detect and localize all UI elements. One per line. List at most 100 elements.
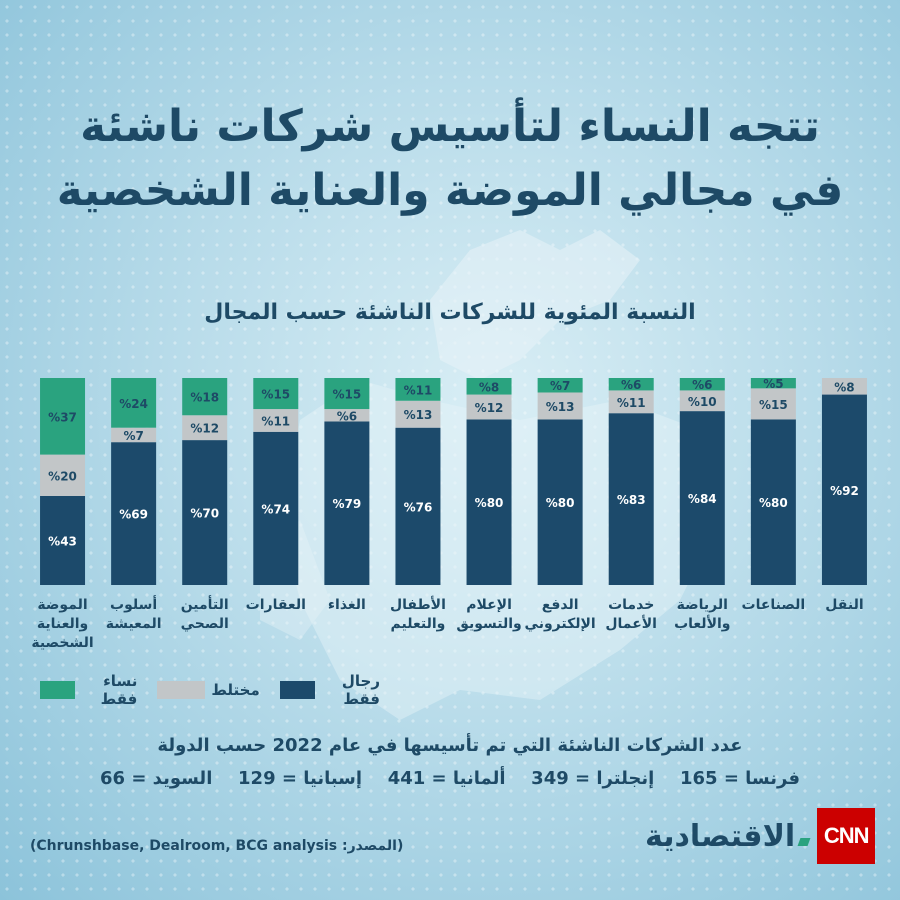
source-note: (المصدر: Chrunshbase, Dealroom, BCG anal…	[30, 838, 404, 854]
bar-value-label: %11	[404, 383, 433, 397]
bar-value-label: %20	[48, 469, 77, 483]
category-label: الدفع	[542, 597, 579, 613]
bar-value-label: %37	[48, 410, 77, 424]
category-label: التأمين	[181, 595, 229, 613]
legend-label-men: رجال فقط	[341, 672, 380, 708]
legend-swatch-men	[279, 681, 316, 699]
chart-legend: رجال فقط مختلط نساء فقط	[40, 672, 380, 708]
bar-value-label: %13	[404, 408, 433, 422]
bar-value-label: %24	[119, 397, 148, 411]
chart-title: النسبة المئوية للشركات الناشئة حسب المجا…	[204, 300, 696, 325]
category-label: والعناية	[37, 616, 88, 632]
bar-segment-women	[750, 378, 796, 389]
bar-value-label: %8	[479, 380, 499, 394]
category-label: الأعمال	[605, 615, 657, 632]
bar-segment-women	[466, 378, 512, 395]
bar-segment-men	[750, 419, 796, 585]
bar-value-label: %11	[261, 414, 290, 428]
category-label: أسلوب	[110, 595, 157, 613]
bar-segment-mixed	[395, 400, 441, 428]
legend-swatch-mixed	[157, 681, 206, 699]
bar-segment-women	[679, 378, 725, 391]
bar-segment-men	[182, 440, 228, 585]
bar-value-label: %80	[546, 496, 575, 510]
bar-segment-men	[821, 394, 867, 585]
main-title: تتجه النساء لتأسيس شركات ناشئة في مجالي …	[40, 95, 860, 223]
category-label: خدمات	[608, 597, 654, 613]
bar-value-label: %11	[617, 396, 646, 410]
country-count-germany: ألمانيا = 441	[387, 768, 506, 789]
bar-segment-mixed	[608, 390, 654, 414]
category-label: والتعليم	[391, 616, 446, 632]
bar-segment-women	[111, 378, 157, 428]
legend-label-mixed: مختلط	[211, 681, 260, 699]
bar-value-label: %8	[834, 380, 854, 394]
brand-name-text: الاقتصادية	[645, 818, 796, 854]
bar-value-label: %84	[688, 492, 717, 506]
country-counts-row: فرنسا = 165 إنجلترا = 349 ألمانيا = 441 …	[100, 768, 800, 789]
bar-segment-mixed	[182, 415, 228, 441]
title-line-2: في مجالي الموضة والعناية الشخصية	[56, 165, 844, 216]
bar-segment-men	[324, 421, 370, 585]
brand-accent-mark	[797, 837, 811, 846]
brand-logo: الاقتصادية CNN	[645, 808, 876, 864]
category-label: الصناعات	[742, 597, 806, 613]
bar-segment-women	[253, 378, 299, 410]
bar-value-label: %13	[546, 400, 575, 414]
country-counts-title: عدد الشركات الناشئة التي تم تأسيسها في ع…	[157, 735, 743, 756]
bar-value-label: %6	[337, 409, 357, 423]
bar-segment-men	[253, 431, 299, 585]
category-label: النقل	[825, 597, 863, 613]
bar-value-label: %92	[830, 484, 859, 498]
bar-segment-men	[466, 419, 512, 585]
bar-value-label: %80	[759, 496, 788, 510]
category-label: الغذاء	[328, 597, 366, 613]
cnn-logo: CNN	[817, 808, 876, 864]
bar-segment-men	[537, 419, 583, 585]
bar-value-label: %15	[261, 388, 290, 402]
bar-segment-women	[324, 378, 370, 410]
bar-value-label: %5	[763, 377, 783, 391]
country-count-spain: إسبانيا = 129	[238, 768, 363, 789]
legend-label-women: نساء فقط	[100, 672, 138, 708]
bar-segment-men	[608, 413, 654, 585]
bar-value-label: %12	[190, 422, 219, 436]
bar-segment-mixed	[111, 427, 157, 443]
bar-value-label: %6	[692, 378, 712, 392]
bar-segment-women	[182, 378, 228, 416]
category-label: العقارات	[246, 597, 306, 613]
bar-segment-women	[608, 378, 654, 391]
title-line-1: تتجه النساء لتأسيس شركات ناشئة	[80, 101, 820, 152]
bar-value-label: %18	[190, 391, 219, 405]
legend-swatch-women	[40, 681, 76, 699]
bar-value-label: %15	[333, 388, 362, 402]
category-label: الأطفال	[390, 596, 446, 613]
bar-segment-mixed	[821, 378, 867, 395]
category-label: الشخصية	[31, 635, 93, 651]
country-count-england: إنجلترا = 349	[531, 768, 655, 789]
bar-value-label: %79	[333, 497, 362, 511]
bar-value-label: %74	[261, 502, 290, 516]
bar-segment-mixed	[253, 409, 299, 432]
bar-value-label: %70	[190, 507, 219, 521]
category-label: الرياضة	[677, 597, 728, 613]
bar-value-label: %43	[48, 534, 77, 548]
bar-segment-mixed	[679, 390, 725, 412]
bar-value-label: %7	[550, 379, 570, 393]
bar-segment-mixed	[40, 454, 86, 496]
bar-value-label: %80	[475, 496, 504, 510]
bar-segment-mixed	[537, 392, 583, 420]
legend-item-men: رجال فقط	[279, 672, 380, 708]
category-label: الإلكتروني	[525, 616, 596, 632]
bar-value-label: %83	[617, 493, 646, 507]
category-label: المعيشة	[106, 616, 162, 632]
category-label: الموضة	[37, 597, 87, 613]
bar-value-label: %7	[123, 429, 143, 443]
brand-name: الاقتصادية	[645, 818, 811, 854]
bar-segment-women	[537, 378, 583, 393]
bar-segment-men	[40, 495, 86, 585]
bar-value-label: %10	[688, 395, 717, 409]
bar-value-label: %69	[119, 508, 148, 522]
category-label: الإعلام	[466, 597, 512, 613]
